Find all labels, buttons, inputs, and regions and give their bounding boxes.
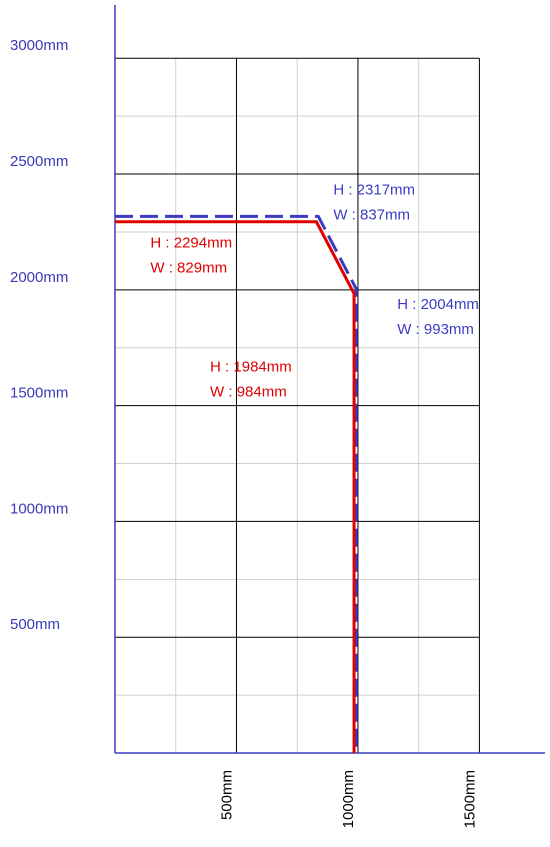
x-tick-label: 1500mm bbox=[461, 770, 478, 828]
series-line bbox=[115, 220, 356, 753]
point-label: H : 1984mm bbox=[210, 359, 292, 376]
point-label: W : 829mm bbox=[150, 260, 227, 277]
y-tick-label: 2500mm bbox=[10, 153, 68, 170]
series-line bbox=[115, 214, 358, 753]
y-tick-label: 1500mm bbox=[10, 385, 68, 402]
x-tick-label: 1000mm bbox=[340, 770, 357, 828]
y-tick-label: 1000mm bbox=[10, 500, 68, 517]
point-label: W : 993mm bbox=[397, 321, 474, 338]
x-tick-label: 500mm bbox=[218, 770, 235, 820]
point-label: H : 2004mm bbox=[397, 296, 479, 313]
point-label: H : 2294mm bbox=[150, 235, 232, 252]
point-label: W : 984mm bbox=[210, 384, 287, 401]
point-label: W : 837mm bbox=[333, 206, 410, 223]
point-label: H : 2317mm bbox=[333, 181, 415, 198]
y-tick-label: 3000mm bbox=[10, 37, 68, 54]
y-tick-label: 500mm bbox=[10, 616, 60, 633]
y-tick-label: 2000mm bbox=[10, 269, 68, 286]
